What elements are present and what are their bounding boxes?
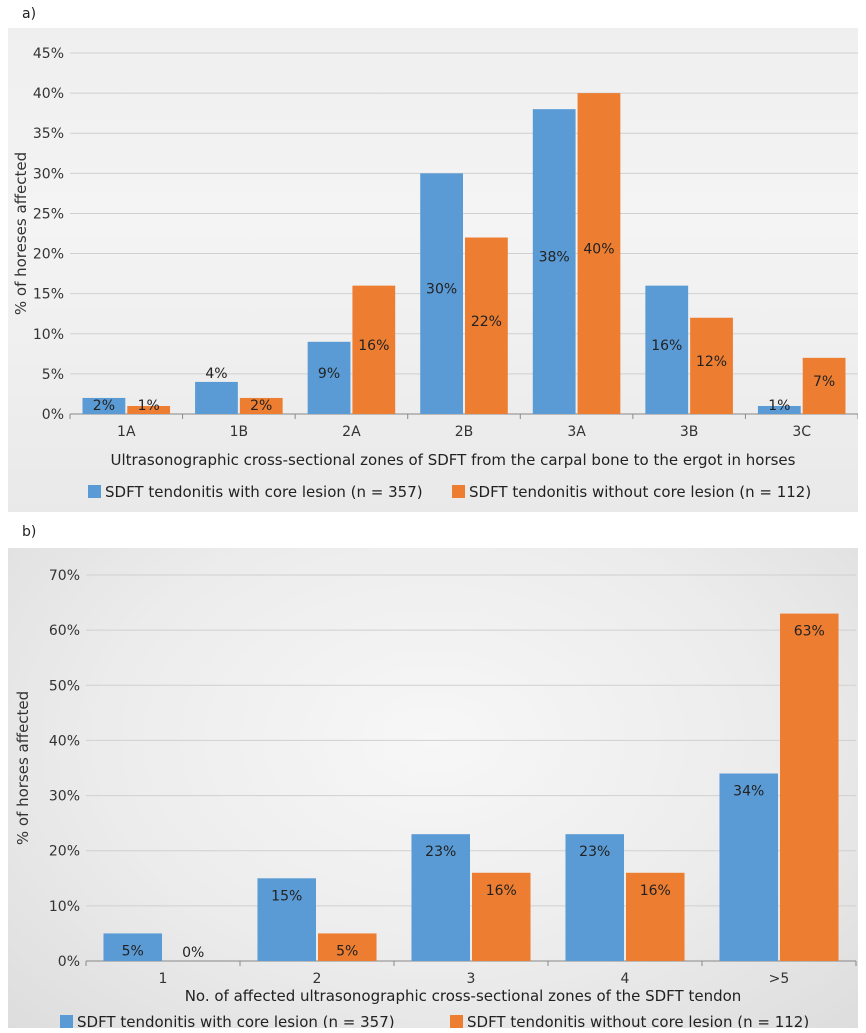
data-label: 34%	[733, 784, 764, 800]
x-tick-label: 2A	[342, 424, 361, 440]
bar-with-core-lesion	[411, 834, 470, 961]
data-label: 23%	[579, 844, 610, 860]
y-tick-label: 20%	[49, 844, 80, 860]
data-label: 0%	[182, 945, 204, 961]
y-axis-title: % of horses affected	[14, 691, 32, 845]
y-tick-label: 15%	[33, 287, 64, 303]
chart-panel-a: 0% 5% 10% 15% 20% 25% 30% 35% 40% 45% 2% 1% 1A 4% 2% 1B…	[8, 28, 858, 512]
x-tick-label: 4	[621, 971, 630, 987]
x-axis-title: Ultrasonographic cross-sectional zones o…	[111, 451, 796, 469]
data-label: 5%	[336, 943, 358, 959]
bar-without-core-lesion	[802, 357, 846, 414]
x-tick-label: 3A	[567, 424, 586, 440]
bar-without-core-lesion	[577, 93, 621, 414]
x-tick-label: >5	[769, 971, 790, 987]
x-tick-label: 2B	[455, 424, 474, 440]
y-axis-title: % of horeses affected	[12, 152, 30, 315]
data-label: 9%	[318, 366, 340, 382]
data-label: 38%	[539, 250, 570, 266]
legend-label: SDFT tendonitis without core lesion (n =…	[467, 1013, 809, 1028]
y-tick-label: 45%	[33, 46, 64, 62]
y-tick-label: 40%	[33, 86, 64, 102]
data-label: 16%	[358, 338, 389, 354]
data-label: 1%	[768, 398, 790, 414]
bar-with-core-lesion	[757, 405, 801, 414]
y-tick-label: 30%	[49, 789, 80, 805]
x-tick-label: 1A	[117, 424, 136, 440]
chart-b: 0% 10% 20% 30% 40% 50% 60% 70% 5% 0% 1 15% 5% 2 23% 16%…	[14, 568, 857, 1028]
bar-with-core-lesion	[257, 878, 316, 961]
data-label: 7%	[813, 374, 835, 390]
bar-with-core-lesion	[565, 834, 624, 961]
data-label: 15%	[271, 888, 302, 904]
bar-with-core-lesion	[82, 397, 126, 414]
x-tick-label: 2	[313, 971, 322, 987]
legend-label: SDFT tendonitis with core lesion (n = 35…	[105, 483, 423, 501]
bar-with-core-lesion	[532, 109, 576, 415]
x-axis-title: No. of affected ultrasonographic cross-s…	[185, 987, 742, 1005]
bar-with-core-lesion	[103, 933, 162, 961]
y-tick-label: 25%	[33, 206, 64, 222]
bar-without-core-lesion	[780, 613, 839, 961]
legend-swatch	[450, 1015, 463, 1028]
bar-without-core-lesion	[626, 872, 685, 961]
bar-without-core-lesion	[465, 237, 508, 414]
data-label: 12%	[696, 354, 727, 370]
data-label: 4%	[205, 366, 227, 382]
y-tick-label: 20%	[33, 247, 64, 263]
legend-swatch	[60, 1015, 73, 1028]
chart-panel-b: 0% 10% 20% 30% 40% 50% 60% 70% 5% 0% 1 15% 5% 2 23% 16%…	[8, 548, 858, 1028]
bar-without-core-lesion	[127, 405, 171, 414]
data-label: 2%	[93, 398, 115, 414]
legend-label: SDFT tendonitis without core lesion (n =…	[469, 483, 811, 501]
bar-with-core-lesion	[420, 173, 463, 414]
data-label: 16%	[640, 883, 671, 899]
bar-with-core-lesion	[195, 381, 238, 414]
y-tick-label: 5%	[42, 367, 64, 383]
x-tick-label: 1	[159, 971, 168, 987]
x-tick-label: 1B	[230, 424, 249, 440]
bar-with-core-lesion	[645, 285, 689, 414]
bar-without-core-lesion	[318, 933, 377, 961]
y-tick-label: 40%	[49, 733, 80, 749]
y-tick-label: 30%	[33, 166, 64, 182]
x-tick-label: 3B	[680, 424, 699, 440]
x-tick-label: 3C	[792, 424, 811, 440]
data-label: 40%	[583, 242, 614, 258]
bar-without-core-lesion	[690, 317, 733, 414]
legend-label: SDFT tendonitis with core lesion (n = 35…	[77, 1013, 395, 1028]
y-tick-label: 35%	[33, 126, 64, 142]
data-label: 23%	[425, 844, 456, 860]
data-label: 63%	[794, 624, 825, 640]
legend-swatch	[88, 485, 101, 498]
legend-swatch	[452, 485, 465, 498]
chart-a: 0%5%10%15%20%25%30%35%40%45%2% 1%1A4%2%1B…	[12, 46, 858, 501]
data-label: 22%	[471, 314, 502, 330]
bar-with-core-lesion	[719, 773, 778, 961]
bar-without-core-lesion	[472, 872, 531, 961]
data-label: 2%	[250, 398, 272, 414]
bar-with-core-lesion	[307, 341, 351, 414]
x-tick-label: 3	[467, 971, 476, 987]
y-tick-label: 0%	[58, 954, 80, 970]
data-label: 1%	[138, 398, 160, 414]
data-label: 30%	[426, 282, 457, 298]
data-label: 5%	[122, 943, 144, 959]
y-tick-label: 10%	[49, 899, 80, 915]
bar-without-core-lesion	[239, 397, 283, 414]
y-tick-label: 10%	[33, 327, 64, 343]
panel-b-label: b)	[22, 524, 37, 540]
y-tick-label: 70%	[49, 568, 80, 584]
y-tick-label: 60%	[49, 623, 80, 639]
data-label: 16%	[651, 338, 682, 354]
data-label: 16%	[486, 883, 517, 899]
y-tick-label: 0%	[42, 407, 64, 423]
bar-without-core-lesion	[352, 285, 396, 414]
panel-a-label: a)	[22, 6, 37, 22]
y-tick-label: 50%	[49, 678, 80, 694]
